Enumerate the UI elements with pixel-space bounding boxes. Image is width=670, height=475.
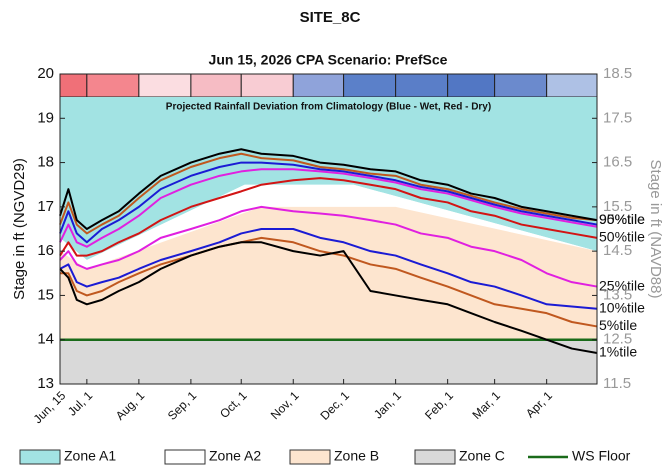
x-tick-label: Jan, 1 [371,388,404,421]
rainfall-label-band [60,97,597,117]
rainfall-cell [395,73,449,98]
x-tick-label: Dec, 1 [318,388,353,423]
zone-area [60,339,597,384]
percentile-line [59,228,598,310]
y-tick-label: 18 [37,154,54,171]
percentile-line [59,161,598,244]
percentile-line [59,177,598,257]
y2-tick-label: 11.5 [603,375,631,392]
legend-label: Zone A1 [64,448,116,464]
rainfall-cell [190,73,242,98]
rainfall-cell [292,73,345,98]
chart-title: SITE_8C [300,9,361,26]
y2-tick-label: 16.5 [603,154,632,171]
percentile-line [59,152,598,235]
x-tick-label: Feb, 1 [422,388,456,422]
rainfall-cell [86,73,140,98]
x-tick-label: Sep, 1 [165,388,200,423]
y-tick-label: 14 [37,331,54,348]
percentile-line [59,148,598,230]
rainfall-cell [447,73,496,98]
x-tick-label: Apr, 1 [523,388,555,420]
percentile-line [59,241,598,354]
x-tick-label: Nov, 1 [268,388,302,422]
percentile-label: 50%tile [599,229,645,245]
percentile-label: 95%tile [599,211,645,227]
x-tick-label: Aug, 1 [113,388,148,423]
percentile-label: 10%tile [599,299,645,315]
y2-tick-label: 15.5 [603,198,632,215]
percentile-line [59,168,598,248]
rainfall-cell [240,73,294,98]
percentile-line [59,205,598,288]
y-axis-label: Stage in ft (NGVD29) [11,158,28,300]
percentile-label: 90%tile [599,211,645,227]
percentile-line [60,236,598,328]
y2-tick-label: 13.5 [603,286,632,303]
legend-swatch [164,449,206,465]
y2-axis-label: Stage in ft (NAVD88) [647,160,664,299]
x-tick-label: Oct, 1 [217,388,250,421]
x-tick-label: Jul, 1 [65,388,95,418]
x-tick-label: Mar, 1 [470,388,504,422]
y-tick-label: 17 [37,198,54,215]
zone-area [60,184,597,269]
percentile-label: 25%tile [599,277,645,293]
y2-tick-label: 12.5 [603,331,632,348]
plot-frame [59,73,598,385]
legend-label: Zone B [334,448,379,464]
x-tick-label: Jun, 15 [31,388,69,426]
rainfall-label: Projected Rainfall Deviation from Climat… [166,102,491,113]
chart-subtitle: Jun 15, 2026 CPA Scenario: PrefSce [209,52,448,68]
legend-swatch [414,449,456,465]
rainfall-cell [138,73,192,98]
legend-label: WS Floor [572,448,631,464]
legend-label: Zone A2 [209,448,261,464]
legend-swatch [19,449,61,465]
percentile-label: 1%tile [599,344,637,360]
y2-tick-label: 14.5 [603,242,632,259]
y2-tick-label: 17.5 [603,109,632,126]
rainfall-cell [546,73,598,98]
rainfall-cell [59,73,88,98]
y-tick-label: 20 [37,65,54,82]
legend-label: Zone C [459,448,505,464]
legend-swatch [289,449,331,465]
y-tick-label: 16 [37,242,54,259]
percentile-label: 5%tile [599,317,637,333]
rainfall-cell [494,73,548,98]
y-tick-label: 15 [37,286,54,303]
rainfall-cell [343,73,397,98]
y-tick-label: 19 [37,109,54,126]
y-tick-label: 13 [37,375,54,392]
zone-area [60,206,597,340]
y2-tick-label: 18.5 [603,65,632,82]
